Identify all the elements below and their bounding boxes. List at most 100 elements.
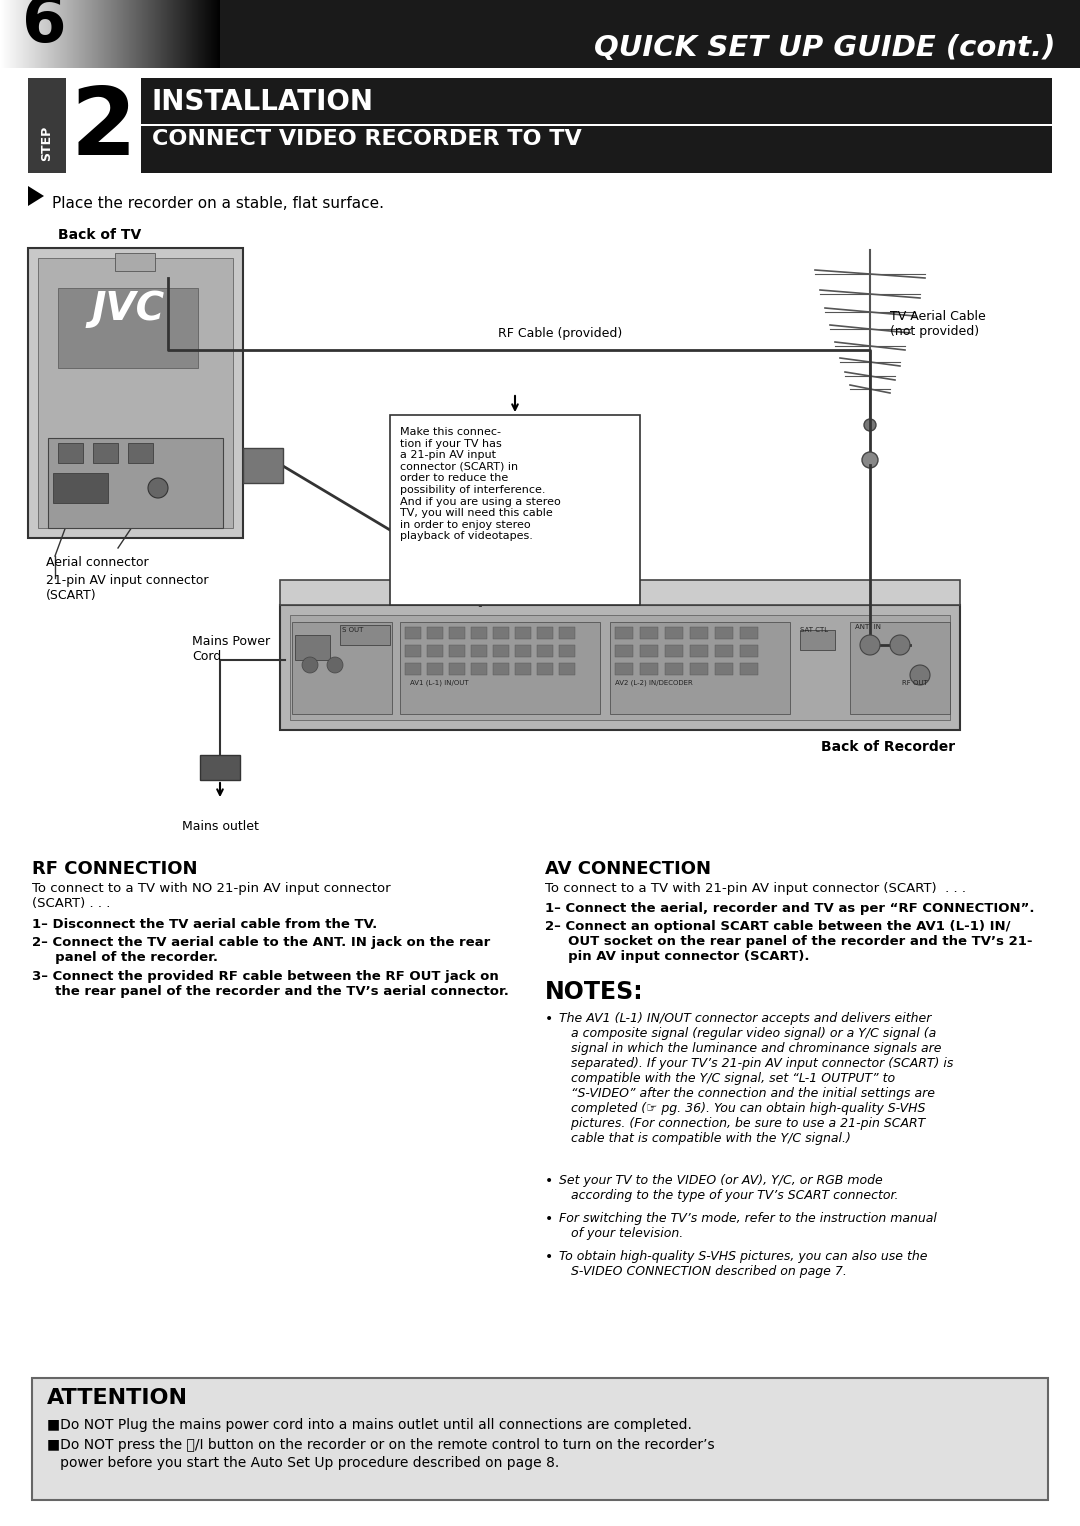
Bar (340, 626, 390, 645)
Circle shape (327, 658, 343, 673)
Bar (537, 627, 553, 639)
Text: QUICK SET UP GUIDE (cont.): QUICK SET UP GUIDE (cont.) (594, 34, 1055, 63)
Bar (615, 627, 633, 639)
Polygon shape (280, 580, 960, 604)
Bar (800, 630, 835, 650)
Bar (449, 662, 465, 674)
Bar (665, 627, 683, 639)
Polygon shape (28, 186, 44, 206)
Bar (449, 627, 465, 639)
Text: 6: 6 (22, 0, 67, 55)
Bar (640, 627, 658, 639)
Bar (58, 288, 198, 368)
Bar (93, 443, 118, 462)
Text: JVC: JVC (92, 290, 164, 328)
Text: S OUT: S OUT (342, 627, 363, 633)
Bar (559, 662, 575, 674)
Text: power before you start the Auto Set Up procedure described on page 8.: power before you start the Auto Set Up p… (48, 1456, 559, 1470)
Bar (28, 78, 1052, 172)
Circle shape (302, 658, 318, 673)
Bar (515, 645, 531, 658)
Bar (492, 662, 509, 674)
Bar (850, 623, 950, 714)
Text: To connect to a TV with 21-pin AV input connector (SCART)  . . .: To connect to a TV with 21-pin AV input … (545, 882, 966, 896)
Bar (114, 253, 156, 272)
Text: Make this connec-
tion if your TV has
a 21-pin AV input
connector (SCART) in
ord: Make this connec- tion if your TV has a … (400, 427, 561, 542)
Bar (515, 662, 531, 674)
Bar (690, 662, 708, 674)
Text: INSTALLATION: INSTALLATION (152, 89, 374, 116)
Polygon shape (243, 449, 283, 484)
Text: 3– Connect the provided RF cable between the RF OUT jack on
     the rear panel : 3– Connect the provided RF cable between… (32, 971, 509, 998)
Text: ANT  IN: ANT IN (855, 624, 881, 630)
Text: AV2 (L-2) IN/DECODER: AV2 (L-2) IN/DECODER (615, 681, 692, 687)
Text: 1– Connect the aerial, recorder and TV as per “RF CONNECTION”.: 1– Connect the aerial, recorder and TV a… (545, 902, 1035, 916)
Bar (427, 645, 443, 658)
Text: RF Cable (provided): RF Cable (provided) (498, 327, 622, 340)
Text: Mains Power
Cord: Mains Power Cord (192, 635, 270, 662)
Text: 2: 2 (70, 82, 136, 175)
Bar (405, 627, 421, 639)
Text: For switching the TV’s mode, refer to the instruction manual
   of your televisi: For switching the TV’s mode, refer to th… (559, 1212, 936, 1241)
Text: Back of TV: Back of TV (58, 227, 141, 243)
Bar (559, 627, 575, 639)
Circle shape (148, 478, 168, 497)
Bar (292, 623, 392, 714)
Bar (715, 645, 733, 658)
Bar (690, 627, 708, 639)
Text: STEP: STEP (41, 125, 54, 162)
Text: ATTENTION: ATTENTION (48, 1389, 188, 1408)
Bar (740, 662, 758, 674)
Text: ■Do NOT Plug the mains power cord into a mains outlet until all connections are : ■Do NOT Plug the mains power cord into a… (48, 1418, 692, 1431)
Bar (295, 635, 330, 661)
Bar (665, 645, 683, 658)
Text: To obtain high-quality S-VHS pictures, you can also use the
   S-VIDEO CONNECTIO: To obtain high-quality S-VHS pictures, y… (559, 1250, 928, 1277)
Bar (615, 645, 633, 658)
Circle shape (890, 635, 910, 655)
Bar (291, 615, 950, 720)
Text: 2– Connect the TV aerial cable to the ANT. IN jack on the rear
     panel of the: 2– Connect the TV aerial cable to the AN… (32, 935, 490, 964)
Text: •: • (545, 1212, 553, 1225)
Text: Back of Recorder: Back of Recorder (821, 740, 955, 754)
Bar (471, 627, 487, 639)
Bar (38, 258, 233, 528)
Bar (405, 662, 421, 674)
Circle shape (860, 635, 880, 655)
Bar (200, 755, 240, 780)
Text: 1– Disconnect the TV aerial cable from the TV.: 1– Disconnect the TV aerial cable from t… (32, 919, 377, 931)
Bar (492, 627, 509, 639)
Bar (715, 627, 733, 639)
Bar (66, 78, 141, 172)
Text: SAT CTL: SAT CTL (800, 627, 828, 633)
Bar (610, 623, 789, 714)
Bar (515, 627, 531, 639)
Text: •: • (545, 1173, 553, 1189)
Bar (537, 662, 553, 674)
Bar (640, 645, 658, 658)
Bar (405, 645, 421, 658)
Text: Aerial connector: Aerial connector (46, 555, 149, 569)
Bar (141, 124, 1052, 127)
Text: •: • (545, 1250, 553, 1264)
Text: ■Do NOT press the ⏻/I button on the recorder or on the remote control to turn on: ■Do NOT press the ⏻/I button on the reco… (48, 1437, 715, 1453)
Circle shape (862, 452, 878, 468)
Bar (492, 645, 509, 658)
Bar (640, 662, 658, 674)
Circle shape (864, 420, 876, 430)
Text: RF OUT: RF OUT (902, 681, 928, 687)
Text: The AV1 (L-1) IN/OUT connector accepts and delivers either
   a composite signal: The AV1 (L-1) IN/OUT connector accepts a… (559, 1012, 954, 1144)
Bar (427, 662, 443, 674)
Text: 21-pin AV input connector
(SCART): 21-pin AV input connector (SCART) (46, 574, 208, 601)
Bar (129, 443, 153, 462)
Bar (28, 249, 243, 539)
Bar (715, 662, 733, 674)
Text: CONNECT VIDEO RECORDER TO TV: CONNECT VIDEO RECORDER TO TV (152, 130, 582, 150)
Circle shape (910, 665, 930, 685)
Bar (32, 1378, 1048, 1500)
Text: AV CONNECTION: AV CONNECTION (545, 861, 711, 877)
Text: Place the recorder on a stable, flat surface.: Place the recorder on a stable, flat sur… (52, 197, 384, 212)
Bar (53, 473, 108, 504)
Bar (28, 78, 66, 172)
Bar (48, 438, 222, 528)
Bar (559, 645, 575, 658)
